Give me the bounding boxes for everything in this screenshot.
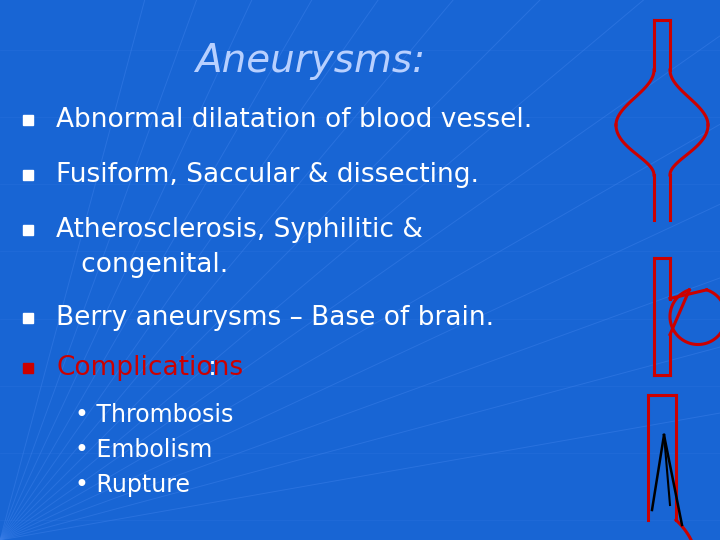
Bar [23, 170, 33, 180]
Text: Berry aneurysms – Base of brain.: Berry aneurysms – Base of brain. [56, 305, 494, 331]
Bar [23, 363, 33, 373]
Bar [23, 115, 33, 125]
Text: Aneurysms:: Aneurysms: [195, 42, 425, 80]
Text: Atherosclerosis, Syphilitic &: Atherosclerosis, Syphilitic & [56, 217, 423, 243]
Text: • Thrombosis: • Thrombosis [75, 403, 233, 427]
Text: Abnormal dilatation of blood vessel.: Abnormal dilatation of blood vessel. [56, 107, 532, 133]
Text: Fusiform, Saccular & dissecting.: Fusiform, Saccular & dissecting. [56, 162, 479, 188]
Text: • Embolism: • Embolism [75, 438, 212, 462]
Bar [23, 313, 33, 323]
Text: Complications: Complications [56, 355, 243, 381]
Text: congenital.: congenital. [56, 252, 228, 278]
Text: :: : [208, 355, 217, 381]
Text: • Rupture: • Rupture [75, 473, 190, 497]
Bar [23, 225, 33, 235]
